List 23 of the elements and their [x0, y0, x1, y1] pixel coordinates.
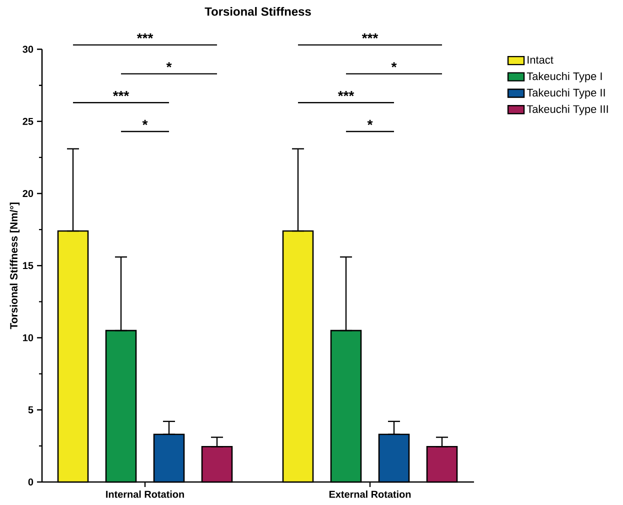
- x-tick-label: Internal Rotation: [106, 490, 184, 498]
- y-tick-label: 25: [22, 118, 34, 125]
- legend-label: Takeuchi Type II: [526, 88, 605, 99]
- y-tick-label: 20: [22, 190, 34, 198]
- annotation: *: [142, 120, 148, 126]
- y-axis-title: Torsional Stiffness [Nm/°]: [10, 202, 20, 330]
- annotation: *: [367, 120, 373, 126]
- annotation: *: [166, 62, 172, 68]
- annotation: *: [391, 62, 397, 68]
- legend-label: Takeuchi Type I: [526, 72, 602, 82]
- text: ***: [136, 33, 154, 39]
- legend-label: Intact: [528, 56, 554, 64]
- y-tick-label: 30: [22, 46, 34, 53]
- x-tick-label: External Rotation: [329, 490, 411, 498]
- annotation: ***: [338, 91, 354, 96]
- text: ***: [362, 33, 378, 39]
- y-tick-label: 5: [28, 406, 34, 414]
- legend-label: Takeuchi Type III: [526, 104, 608, 116]
- annotation: ***: [112, 91, 130, 96]
- chart-title: Torsional Stiffness: [204, 7, 311, 16]
- y-tick-label: 0: [28, 478, 34, 486]
- y-tick-label: 10: [23, 334, 34, 342]
- y-tick-label: 15: [23, 262, 34, 270]
